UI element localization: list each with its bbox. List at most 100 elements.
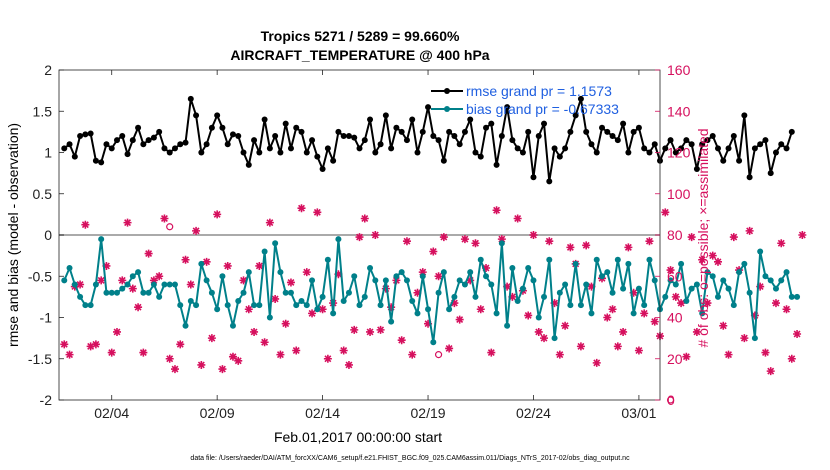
y-tick-label: 0.5 bbox=[33, 186, 53, 202]
x-tick-label: 03/01 bbox=[621, 405, 656, 421]
bias-point bbox=[688, 285, 695, 292]
rmse-point bbox=[166, 149, 173, 156]
bias-point bbox=[720, 277, 727, 284]
bias-point bbox=[282, 289, 289, 296]
bias-point bbox=[625, 260, 632, 267]
obs-assimilated-marker bbox=[128, 284, 137, 293]
rmse-point bbox=[324, 145, 331, 152]
y2-tick-label: 20 bbox=[667, 351, 683, 367]
bias-point bbox=[150, 281, 157, 288]
bias-point bbox=[319, 293, 326, 300]
bias-point bbox=[693, 281, 700, 288]
obs-assimilated-marker bbox=[682, 352, 691, 361]
bias-point bbox=[572, 260, 579, 267]
bias-point bbox=[345, 289, 352, 296]
obs-assimilated-marker bbox=[708, 251, 717, 260]
rmse-point bbox=[135, 124, 142, 131]
bias-point bbox=[177, 302, 184, 309]
bias-point bbox=[767, 277, 774, 284]
obs-assimilated-marker bbox=[213, 210, 222, 219]
bias-point bbox=[82, 302, 89, 309]
bias-point bbox=[372, 277, 379, 284]
obs-assimilated-marker bbox=[239, 276, 248, 285]
rmse-point bbox=[593, 149, 600, 156]
y-axis-right-ticks: 0 20 40 60 80 100 120 140 160 bbox=[655, 62, 691, 408]
rmse-point bbox=[77, 133, 84, 139]
bias-point bbox=[287, 289, 294, 296]
rmse-point bbox=[662, 145, 669, 152]
bias-point bbox=[108, 289, 115, 296]
rmse-point bbox=[609, 133, 616, 139]
bias-point bbox=[409, 298, 416, 304]
rmse-point bbox=[604, 128, 611, 135]
obs-assimilated-marker bbox=[434, 272, 443, 281]
obs-assimilated-marker bbox=[260, 338, 269, 347]
rmse-point bbox=[377, 141, 384, 148]
obs-assimilated-marker bbox=[540, 334, 549, 343]
obs-assimilated-marker bbox=[192, 226, 201, 235]
y2-tick-label: 80 bbox=[667, 227, 683, 243]
obs-assimilated-marker bbox=[777, 239, 786, 248]
rmse-point bbox=[567, 128, 574, 135]
bias-point bbox=[714, 293, 721, 300]
rmse-point bbox=[66, 141, 73, 148]
bias-point bbox=[113, 289, 120, 296]
rmse-point bbox=[572, 112, 579, 119]
bias-point bbox=[704, 269, 711, 276]
obs-assimilated-marker bbox=[698, 255, 707, 264]
obs-assimilated-marker bbox=[613, 342, 622, 351]
x-tick-label: 02/09 bbox=[200, 405, 235, 421]
rmse-point bbox=[103, 141, 110, 148]
bias-point bbox=[208, 289, 215, 296]
obs-assimilated-marker bbox=[360, 214, 369, 223]
bias-point bbox=[245, 269, 252, 276]
data-file-footnote: data file: /Users/raeder/DAI/ATM_forcXX/… bbox=[190, 455, 630, 462]
rmse-point bbox=[762, 137, 769, 144]
y-tick-label: 0 bbox=[44, 227, 52, 243]
bias-point bbox=[398, 269, 405, 276]
bias-series bbox=[61, 236, 801, 346]
bias-point bbox=[514, 298, 521, 304]
obs-assimilated-marker bbox=[455, 315, 464, 324]
obs-assimilated-marker bbox=[186, 280, 195, 289]
bias-point bbox=[440, 269, 447, 276]
obs-possible-marker bbox=[434, 351, 443, 359]
obs-assimilated-marker bbox=[286, 278, 295, 287]
obs-assimilated-marker bbox=[339, 346, 348, 355]
rmse-point bbox=[113, 137, 120, 144]
obs-assimilated-marker bbox=[228, 352, 237, 361]
x-tick-label: 02/24 bbox=[516, 405, 551, 421]
rmse-point bbox=[635, 124, 642, 131]
bias-point bbox=[330, 310, 337, 317]
rmse-point bbox=[229, 131, 236, 138]
bias-point bbox=[414, 310, 421, 317]
bias-point bbox=[488, 281, 495, 288]
bias-point bbox=[182, 322, 189, 329]
bias-point bbox=[166, 281, 173, 288]
obs-assimilated-marker bbox=[771, 299, 780, 308]
y-tick-label: 2 bbox=[44, 62, 52, 78]
y-axis-left-ticks: -2 -1.5 -1 -0.5 0 0.5 1 1.5 2 bbox=[28, 62, 64, 408]
obs-assimilated-marker bbox=[439, 233, 448, 242]
bias-point bbox=[303, 302, 310, 309]
rmse-point bbox=[251, 137, 258, 144]
obs-assimilated-marker bbox=[234, 356, 243, 365]
obs-assimilated-marker bbox=[487, 348, 496, 357]
obs-assimilated-marker bbox=[65, 350, 74, 359]
rmse-point bbox=[456, 141, 463, 148]
bias-point bbox=[498, 240, 505, 247]
obs-assimilated-marker bbox=[798, 231, 807, 239]
bias-point bbox=[456, 277, 463, 284]
x-tick-label: 02/04 bbox=[94, 405, 129, 421]
obs-assimilated-marker bbox=[165, 354, 174, 363]
obs-assimilated-marker bbox=[276, 350, 285, 359]
bias-point bbox=[699, 310, 706, 317]
bias-point bbox=[235, 298, 242, 304]
obs-assimilated-marker bbox=[793, 330, 802, 338]
bias-point bbox=[541, 293, 548, 300]
obs-assimilated-marker bbox=[318, 305, 327, 314]
rmse-point bbox=[245, 161, 252, 168]
y-tick-label: -0.5 bbox=[28, 268, 52, 284]
bias-point bbox=[124, 281, 131, 288]
bias-point bbox=[620, 285, 627, 292]
